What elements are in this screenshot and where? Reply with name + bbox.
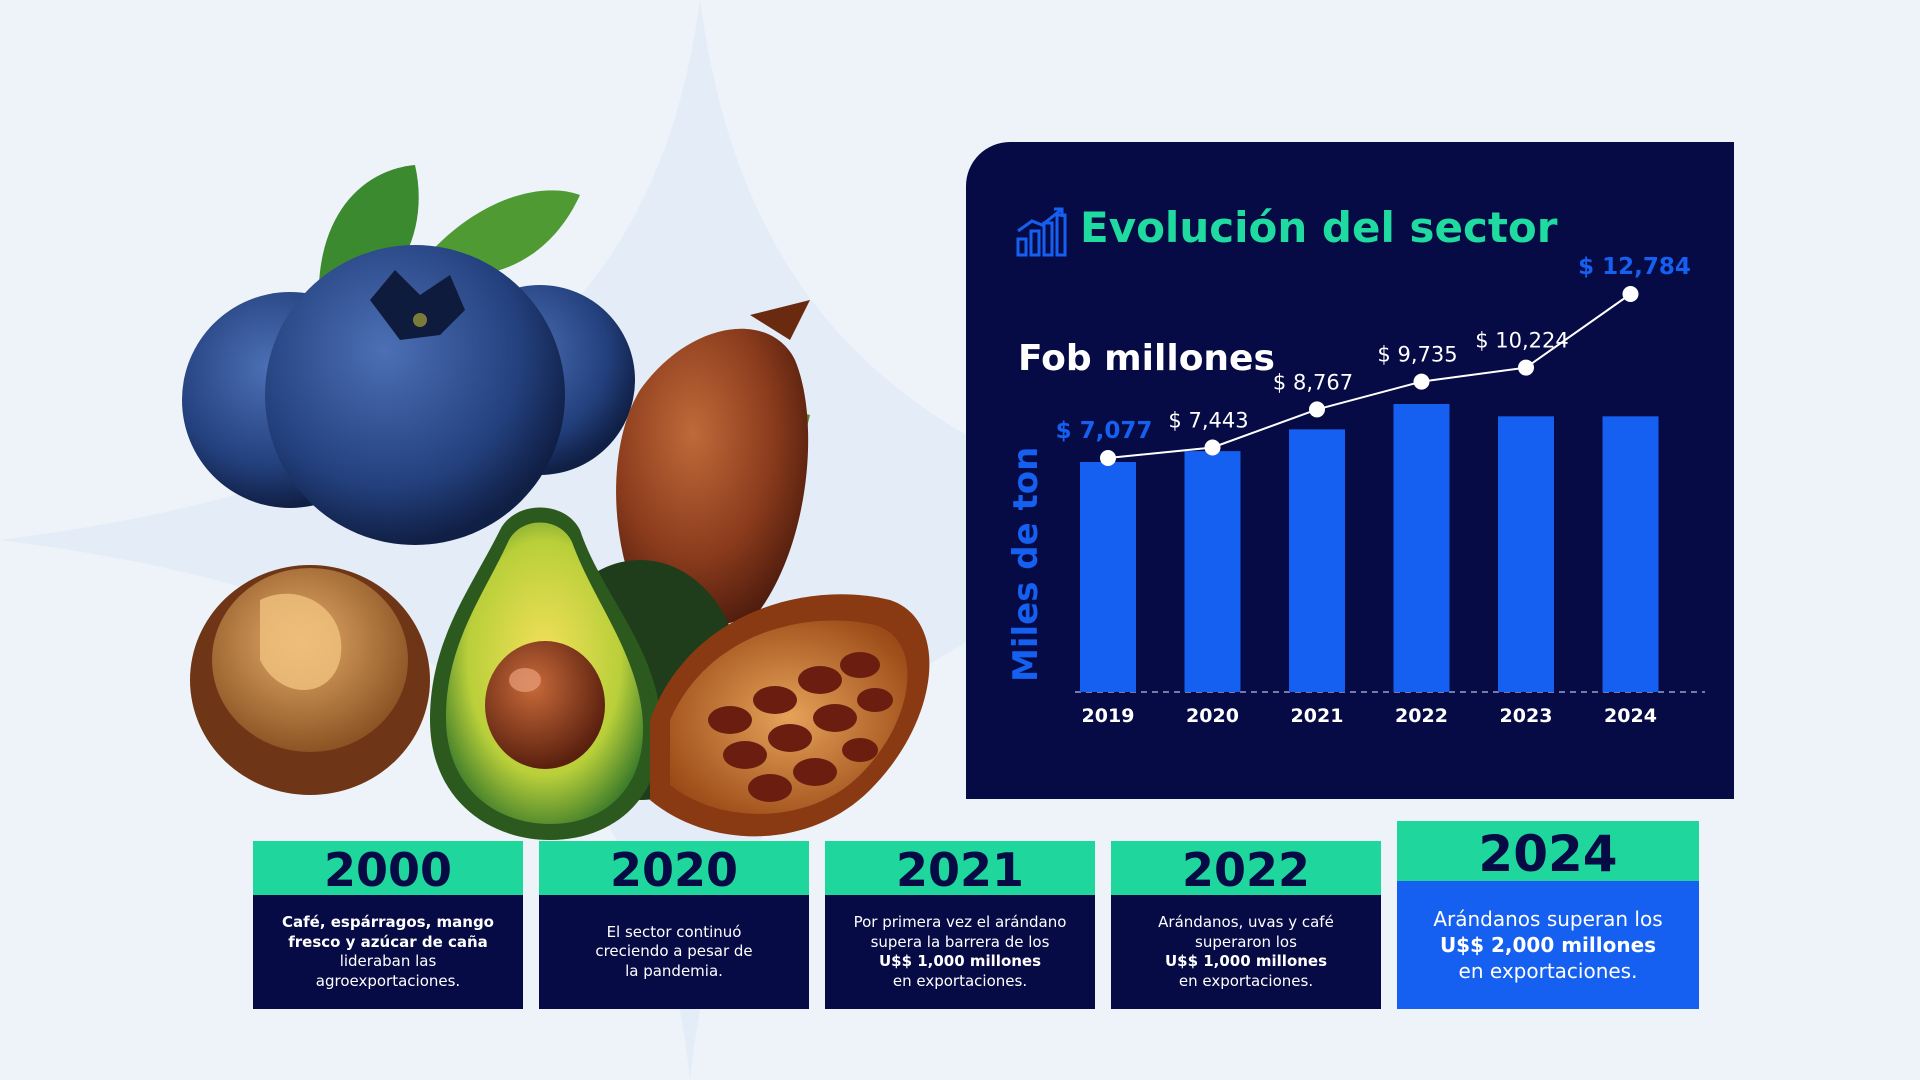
timeline-text-line: fresco y azúcar de caña	[288, 932, 488, 951]
timeline-year: 2020	[539, 841, 809, 897]
timeline-text-line: Arándanos superan los	[1433, 907, 1663, 931]
timeline-text-line: supera la barrera de los	[870, 932, 1050, 951]
timeline-year: 2000	[253, 841, 523, 897]
timeline-text-line: Por primera vez el arándano	[853, 913, 1067, 931]
timeline-card-2024: 2024 Arándanos superan los U$$ 2,000 millo…	[1397, 821, 1699, 1009]
timeline-description: El sector continuó creciendo a pesar de la…	[539, 895, 809, 1009]
timeline-text-line: Café, espárragos, mango	[282, 913, 494, 931]
timeline-text-line: en exportaciones.	[1458, 959, 1638, 983]
timeline-card-2020: 2020 El sector continuó creciendo a pesar …	[539, 841, 809, 1009]
timeline-card-2022: 2022 Arándanos, uvas y café superaron los U…	[1111, 841, 1381, 1009]
growth-chart-icon	[1016, 207, 1067, 257]
timeline-year: 2021	[825, 841, 1095, 897]
timeline-text-line: creciendo a pesar de	[595, 942, 753, 961]
timeline-description: Arándanos superan los U$$ 2,000 millones e…	[1397, 881, 1699, 1009]
timeline-card-2000: 2000 Café, espárragos, mango fresco y azúc…	[253, 841, 523, 1009]
timeline-text-line: U$$ 1,000 millones	[878, 952, 1042, 970]
timeline-text-line: superaron los	[1195, 932, 1297, 951]
timeline-text-line: Arándanos, uvas y café	[1158, 913, 1334, 931]
timeline-year: 2022	[1111, 841, 1381, 897]
timeline-text-line: agroexportaciones.	[315, 971, 461, 990]
timeline-text-line: en exportaciones.	[1178, 971, 1314, 990]
timeline-text-line: El sector continuó	[606, 922, 742, 941]
timeline-text-line: lideraban las	[339, 952, 437, 970]
timeline-text-line: U$$ 1,000 millones	[1164, 952, 1328, 970]
timeline-description: Café, espárragos, mango fresco y azúcar d…	[253, 895, 523, 1009]
timeline-text-line: en exportaciones.	[892, 971, 1028, 990]
fruits-illustration	[182, 165, 930, 840]
timeline-text-line: la pandemia.	[625, 961, 723, 980]
timeline-text-line: U$$ 2,000 millones	[1439, 933, 1657, 957]
timeline-year: 2024	[1397, 821, 1699, 883]
timeline-description: Por primera vez el arándano supera la bar…	[825, 895, 1095, 1009]
timeline-card-2021: 2021 Por primera vez el arándano supera la…	[825, 841, 1095, 1009]
chart-title: Evolución del sector	[1080, 203, 1558, 252]
y-axis-label: Miles de ton	[1006, 446, 1046, 682]
timeline-description: Arándanos, uvas y café superaron los U$$ 1…	[1111, 895, 1381, 1009]
fob-subtitle: Fob millones	[1018, 338, 1275, 379]
